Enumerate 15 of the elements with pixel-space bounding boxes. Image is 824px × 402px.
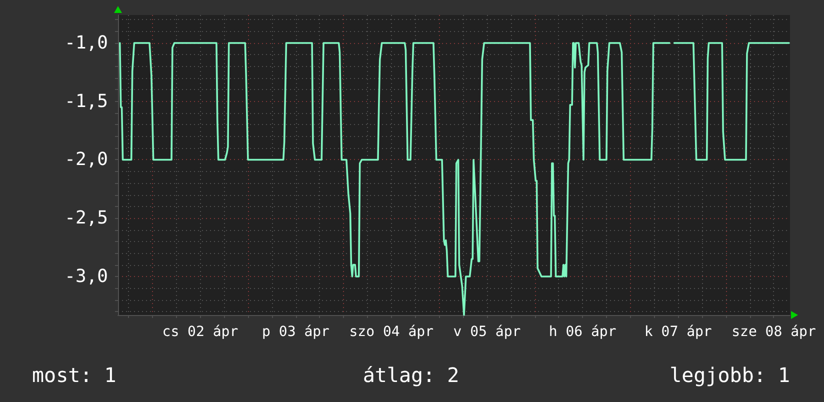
x-tick-label: h 06 ápr	[548, 324, 616, 340]
y-tick-label: -3,0	[64, 266, 108, 287]
x-tick-label: szo 04 ápr	[349, 324, 434, 340]
y-tick-label: -1,0	[64, 32, 108, 54]
x-tick-label: cs 02 ápr	[162, 324, 238, 340]
x-tick-label: v 05 ápr	[453, 324, 521, 340]
y-tick-label: -2,0	[64, 149, 108, 170]
x-tick-label: k 07 ápr	[644, 324, 712, 340]
y-tick-label: -1,5	[64, 90, 108, 112]
x-tick-label: p 03 ápr	[262, 324, 330, 340]
y-tick-label: -2,5	[64, 208, 108, 229]
text: legjobb: 1	[670, 363, 790, 387]
x-tick-label: sze 08 ápr	[732, 324, 816, 340]
text: most: 1	[32, 363, 116, 387]
text: átlag: 2	[362, 363, 460, 387]
